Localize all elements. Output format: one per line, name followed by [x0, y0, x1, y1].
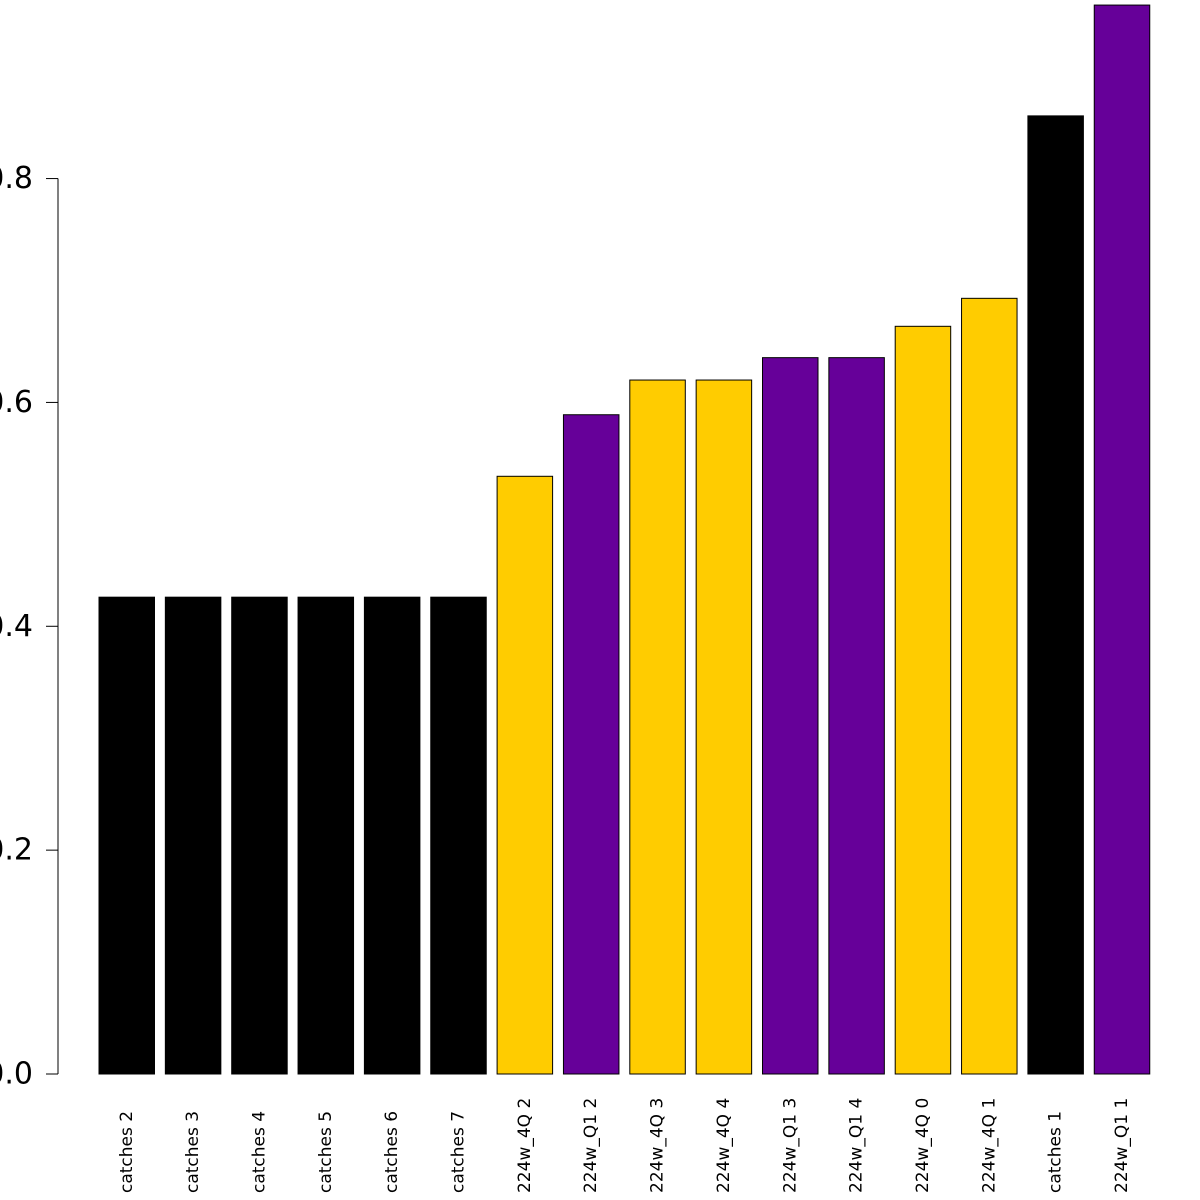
bar: [164, 596, 222, 1075]
y-tick-label: 0.2: [0, 833, 33, 868]
bar: [1027, 115, 1084, 1075]
x-tick-label: catches 6: [382, 1111, 402, 1193]
y-tick-label: 0.4: [0, 609, 33, 644]
x-tick-label: 224w_4Q 2: [515, 1098, 535, 1193]
bar: [828, 357, 885, 1075]
x-tick-label: 224w_Q1 2: [581, 1098, 601, 1193]
x-axis-labels: catches 2 catches 3 catches 4 catches 5 catc…: [117, 1098, 1132, 1193]
x-tick-label: 224w_Q1 3: [780, 1098, 800, 1193]
bar: [762, 357, 819, 1075]
bar: [430, 596, 487, 1075]
x-tick-label: catches 3: [183, 1111, 203, 1193]
bar: [1093, 4, 1151, 1075]
bar: [961, 297, 1018, 1075]
y-tick-label: 0.8: [0, 161, 33, 196]
x-tick-label: 224w_4Q 0: [913, 1098, 933, 1193]
bar: [363, 596, 421, 1075]
x-tick-label: 224w_Q1 1: [1112, 1098, 1132, 1193]
x-tick-label: catches 1: [1046, 1111, 1066, 1193]
bar: [98, 596, 155, 1075]
x-tick-label: 224w_4Q 1: [979, 1098, 999, 1193]
y-tick-label: 0.0: [0, 1057, 33, 1092]
x-tick-label: 224w_Q1 4: [847, 1098, 867, 1193]
y-tick-label: 0.6: [0, 385, 33, 420]
bars: [98, 4, 1151, 1075]
bar: [562, 414, 620, 1075]
bar: [297, 596, 355, 1075]
y-axis: 0.0 0.2 0.4 0.6 0.8: [0, 161, 59, 1092]
bar: [629, 379, 686, 1075]
x-tick-label: 224w_4Q 3: [648, 1098, 668, 1193]
x-tick-label: catches 2: [117, 1111, 137, 1193]
x-tick-label: 224w_4Q 4: [714, 1098, 734, 1193]
x-tick-label: catches 5: [316, 1111, 336, 1193]
bar: [496, 475, 554, 1075]
x-tick-label: catches 4: [249, 1111, 269, 1193]
bar: [894, 325, 952, 1075]
bar: [231, 596, 288, 1075]
bar: [695, 379, 753, 1075]
x-tick-label: catches 7: [449, 1111, 469, 1193]
